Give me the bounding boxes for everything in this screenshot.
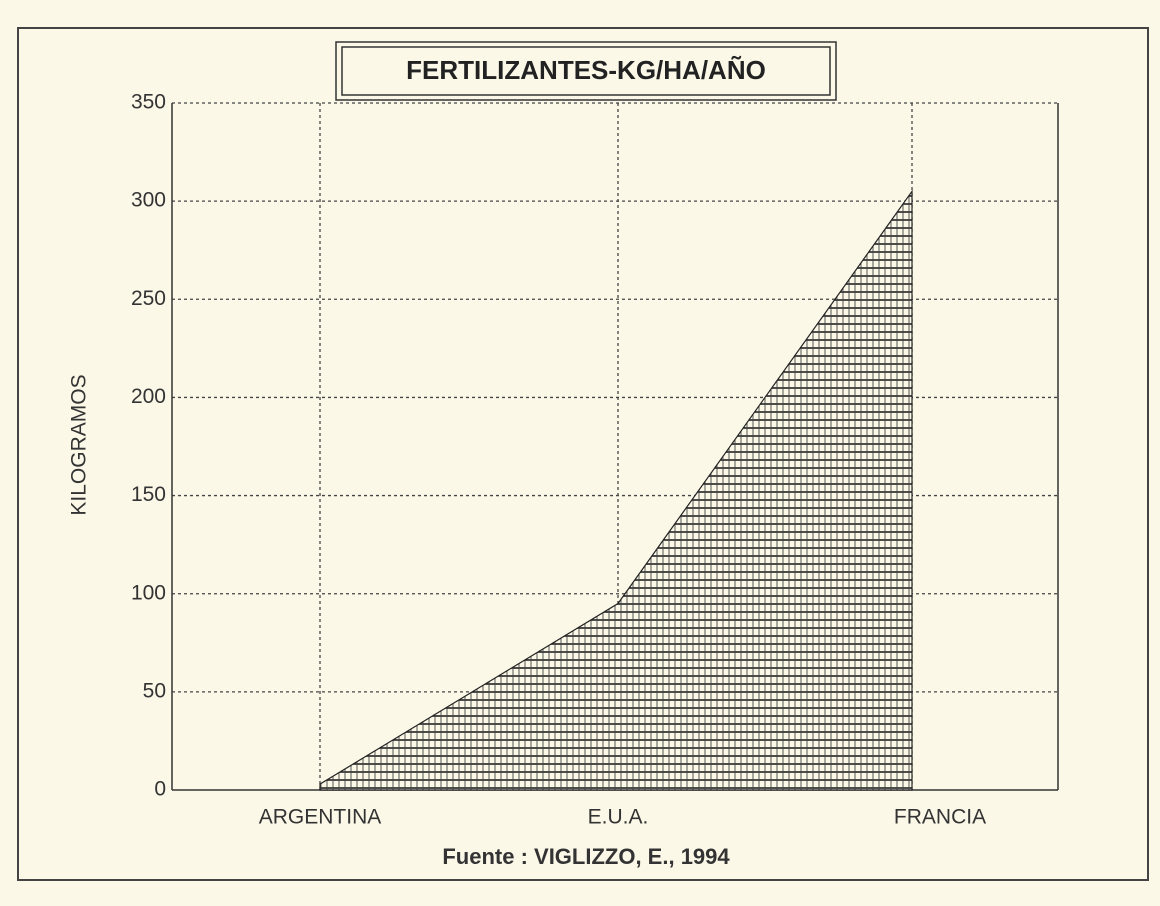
title-box xyxy=(335,41,837,101)
y-tick-label: 250 xyxy=(131,287,166,310)
y-tick-label: 300 xyxy=(131,189,166,212)
y-tick-label: 0 xyxy=(154,778,166,801)
frame xyxy=(17,27,1149,881)
chart-title: FERTILIZANTES-KG/HA/AÑO xyxy=(406,55,766,85)
y-tick-label: 350 xyxy=(131,91,166,114)
y-tick-label: 150 xyxy=(131,483,166,506)
x-tick-label: FRANCIA xyxy=(894,806,986,829)
source-note: Fuente : VIGLIZZO, E., 1994 xyxy=(442,844,730,869)
area xyxy=(319,189,913,791)
y-axis-label: KILOGRAMOS xyxy=(68,374,91,515)
y-tick-label: 200 xyxy=(131,385,166,408)
x-tick-label: ARGENTINA xyxy=(259,806,382,829)
y-tick-label: 100 xyxy=(131,581,166,604)
title-box-inner xyxy=(341,46,831,96)
x-tick-label: E.U.A. xyxy=(588,806,649,829)
y-tick-label: 50 xyxy=(143,679,166,702)
